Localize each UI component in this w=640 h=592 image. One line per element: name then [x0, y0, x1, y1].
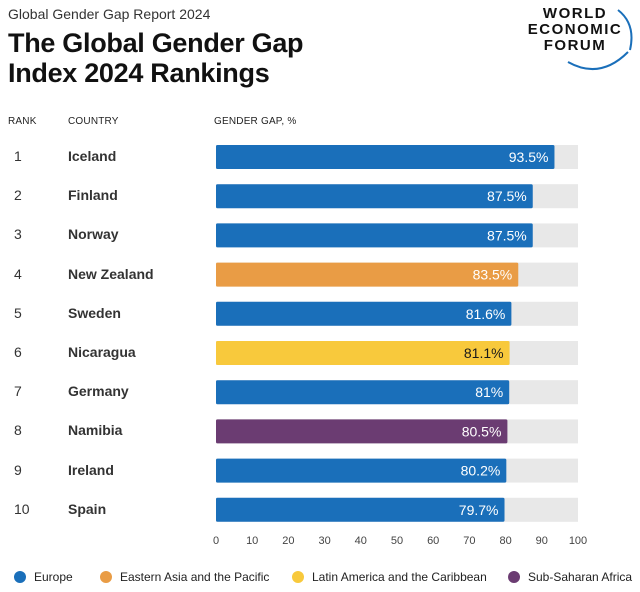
rank-label: 10 — [14, 500, 30, 517]
legend-label: Sub-Saharan Africa — [528, 570, 633, 584]
bar — [216, 497, 505, 522]
bar — [216, 184, 533, 209]
country-label: New Zealand — [68, 265, 154, 282]
x-tick-label: 0 — [213, 535, 219, 547]
rank-label: 7 — [14, 383, 22, 400]
rank-label: 9 — [14, 461, 22, 478]
title-line-1: The Global Gender Gap — [8, 28, 304, 58]
bar — [216, 301, 512, 326]
title-line-2: Index 2024 Rankings — [8, 58, 270, 88]
x-tick-label: 80 — [499, 535, 511, 547]
rank-label: 4 — [14, 265, 22, 282]
bar-value-label: 87.5% — [487, 227, 527, 243]
wef-logo: WORLD ECONOMIC FORUM — [520, 4, 640, 72]
x-tick-label: 90 — [536, 535, 548, 547]
logo-word-2: ECONOMIC — [527, 21, 623, 38]
bar — [216, 458, 507, 483]
bar — [216, 341, 510, 365]
country-label: Germany — [68, 383, 129, 400]
legend-swatch — [100, 571, 112, 583]
logo-arc-icon — [567, 9, 633, 70]
rank-label: 8 — [14, 422, 22, 439]
legend-label: Latin America and the Caribbean — [312, 570, 487, 584]
x-tick-label: 20 — [282, 535, 294, 547]
gender-gap-bar-chart: 93.5% 87.5% 87.5% 83.5% 81.6% 81.1% 81% 80.5% 80… — [213, 145, 587, 547]
logo-word-1: WORLD — [542, 5, 608, 22]
bar-value-label: 80.5% — [462, 423, 502, 439]
x-tick-label: 100 — [569, 535, 587, 547]
page-title: The Global Gender Gap Index 2024 Ranking… — [8, 28, 304, 88]
bar — [216, 262, 519, 287]
bar-value-label: 93.5% — [509, 149, 549, 165]
country-label: Spain — [68, 500, 107, 517]
x-tick-label: 60 — [427, 535, 439, 547]
legend-swatch — [508, 571, 520, 583]
bar-value-label: 81% — [475, 384, 503, 400]
x-tick-label: 10 — [246, 535, 258, 547]
bar-value-label: 79.7% — [459, 502, 499, 518]
x-tick-label: 30 — [318, 535, 330, 547]
x-tick-label: 70 — [463, 535, 475, 547]
country-label: Norway — [68, 226, 119, 243]
gap-column-header: GENDER GAP, % — [214, 116, 297, 127]
bar — [216, 419, 508, 444]
rank-label: 3 — [14, 226, 22, 243]
bar — [216, 223, 533, 248]
country-label: Nicaragua — [68, 344, 136, 360]
bar-value-label: 87.5% — [487, 188, 527, 204]
legend-item: Latin America and the Caribbean — [292, 570, 487, 584]
legend-item: Europe — [14, 570, 73, 584]
country-label: Sweden — [68, 304, 121, 321]
legend-swatch — [14, 571, 26, 583]
rank-label: 2 — [14, 187, 22, 204]
legend-item: Eastern Asia and the Pacific — [100, 570, 269, 584]
legend-label: Eastern Asia and the Pacific — [120, 570, 270, 584]
logo-word-3: FORUM — [543, 37, 607, 54]
rank-label: 6 — [14, 344, 22, 360]
bar-value-label: 81.6% — [466, 306, 506, 322]
bar-value-label: 80.2% — [461, 463, 501, 479]
bar — [216, 380, 510, 405]
bar-value-label: 83.5% — [473, 267, 513, 283]
country-label: Namibia — [68, 422, 123, 439]
x-tick-label: 40 — [355, 535, 367, 547]
bar-value-label: 81.1% — [464, 345, 504, 361]
legend-label: Europe — [34, 570, 73, 584]
rank-column-header: RANK — [8, 116, 37, 127]
legend-item: Sub-Saharan Africa — [508, 570, 632, 584]
country-label: Ireland — [68, 461, 114, 478]
rank-label: 5 — [14, 304, 22, 321]
country-label: Finland — [68, 187, 118, 204]
legend-swatch — [292, 571, 304, 583]
country-column-header: COUNTRY — [68, 116, 119, 127]
report-subtitle: Global Gender Gap Report 2024 — [8, 6, 211, 22]
rank-label: 1 — [14, 148, 22, 164]
x-tick-label: 50 — [391, 535, 403, 547]
country-label: Iceland — [68, 148, 117, 164]
bar — [216, 145, 555, 169]
